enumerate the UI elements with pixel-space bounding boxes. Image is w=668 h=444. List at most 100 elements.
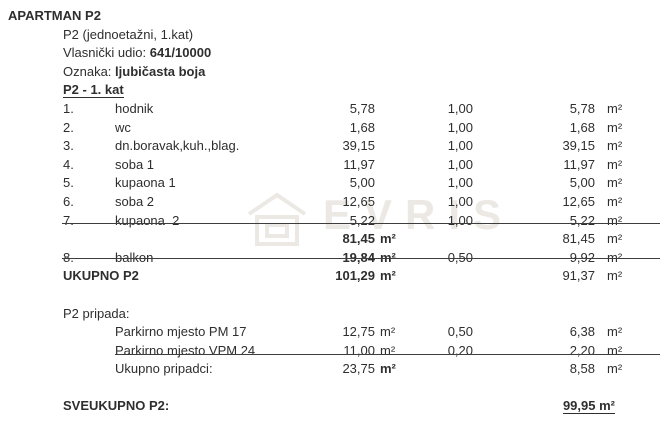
area-unit: m² xyxy=(380,324,396,340)
coefficient-value: 1,00 xyxy=(447,100,473,116)
total-area-value: 101,29 xyxy=(335,268,375,284)
room-name: dn.boravak,kuh.,blag. xyxy=(115,138,240,154)
house-logo-icon xyxy=(245,190,309,248)
mark-value: ljubičasta boja xyxy=(115,63,206,79)
balcony-row: 8. balkon 19,84 m² 0,50 9,92 m² xyxy=(63,249,668,268)
room-name: wc xyxy=(115,119,131,135)
unit-label: m² xyxy=(607,212,623,228)
room-name: kupaona 1 xyxy=(115,175,176,191)
subtotal-area-unit: m² xyxy=(380,231,396,247)
room-row: 5. kupaona 1 5,00 1,00 5,00 m² xyxy=(63,174,668,193)
room-number: 7. xyxy=(63,212,74,228)
ownership-share-value: 641/10000 xyxy=(149,45,212,61)
area-value: 11,00 xyxy=(343,342,375,358)
unit-label: m² xyxy=(607,119,623,135)
subtotal-reduced-value: 81,45 xyxy=(562,231,595,247)
apartment-total-row: UKUPNO P2 101,29 m² 91,37 m² xyxy=(63,267,668,286)
reduced-area-value: 5,78 xyxy=(569,100,595,116)
coefficient-value: 1,00 xyxy=(447,119,473,135)
unit-label: m² xyxy=(607,156,623,172)
reduced-area-value: 1,68 xyxy=(569,119,595,135)
area-value: 5,78 xyxy=(349,100,375,116)
unit-label: m² xyxy=(607,138,623,154)
room-row: 6. soba 2 12,65 1,00 12,65 m² xyxy=(63,193,668,212)
room-row: 7. kupaona 2 5,22 1,00 5,22 m² xyxy=(63,212,668,231)
unit-label: m² xyxy=(607,324,623,340)
room-number: 4. xyxy=(63,156,74,172)
room-number: 2. xyxy=(63,119,74,135)
room-row: 1. hodnik 5,78 1,00 5,78 m² xyxy=(63,100,668,119)
belongings-subtotal-area: 23,75 xyxy=(342,361,375,377)
divider-under-rooms xyxy=(62,223,660,225)
belongings-subtotal-row: Ukupno pripadci: 23,75 m² 8,58 m² xyxy=(63,360,668,379)
unit-label: m² xyxy=(607,231,623,247)
area-unit xyxy=(375,212,400,231)
room-name: hodnik xyxy=(115,100,154,116)
reduced-area-value: 2,20 xyxy=(569,342,595,358)
mark-label: Oznaka: xyxy=(63,63,116,79)
area-value: 5,00 xyxy=(349,175,375,191)
reduced-area-value: 11,97 xyxy=(563,156,595,172)
parking-name: Parkirno mjesto VPM 24 xyxy=(115,342,256,358)
unit-label: m² xyxy=(607,361,623,377)
room-row: 2. wc 1,68 1,00 1,68 m² xyxy=(63,119,668,138)
area-unit xyxy=(375,174,400,193)
coefficient-value: 1,00 xyxy=(447,212,473,228)
ownership-share-line: Vlasnički udio: 641/10000 xyxy=(63,44,668,63)
room-name: balkon xyxy=(115,249,295,268)
room-row: 4. soba 1 11,97 1,00 11,97 m² xyxy=(63,156,668,175)
floor-subtotal-row: 81,45 m² 81,45 m² xyxy=(63,230,668,249)
unit-label: m² xyxy=(607,342,623,358)
area-unit xyxy=(375,119,400,138)
grand-total-label: SVEUKUPNO P2: xyxy=(63,398,170,414)
reduced-area-value: 9,92 xyxy=(473,249,595,268)
reduced-area-value: 5,22 xyxy=(569,212,595,228)
coefficient-value: 1,00 xyxy=(447,138,473,154)
subtotal-area-value: 81,45 xyxy=(342,231,375,247)
area-unit xyxy=(375,156,400,175)
area-unit: m² xyxy=(380,342,396,358)
coefficient-value: 1,00 xyxy=(447,175,473,191)
reduced-area-value: 6,38 xyxy=(569,324,595,340)
area-value: 12,65 xyxy=(342,193,375,209)
grand-total-value: 99,95 m² xyxy=(562,398,615,415)
room-number: 1. xyxy=(63,100,74,116)
parking-name: Parkirno mjesto PM 17 xyxy=(115,324,247,340)
room-name: soba 1 xyxy=(115,156,155,172)
ownership-share-label: Vlasnički udio: xyxy=(63,45,150,61)
apartment-total-label: UKUPNO P2 xyxy=(63,268,139,284)
coefficient-value: 0,50 xyxy=(400,249,473,268)
unit-label: m² xyxy=(607,193,623,209)
room-number: 6. xyxy=(63,193,74,209)
area-value: 5,22 xyxy=(349,212,375,228)
area-unit xyxy=(375,137,400,156)
reduced-area-value: 12,65 xyxy=(562,193,595,209)
divider-under-balcony xyxy=(62,258,660,260)
total-reduced-value: 91,37 xyxy=(562,268,595,284)
parking-row: Parkirno mjesto PM 17 12,75 m² 0,50 6,38… xyxy=(63,323,668,342)
area-value: 11,97 xyxy=(343,156,375,172)
total-area-unit: m² xyxy=(380,268,396,284)
grand-total-value-cell: 99,95 m² xyxy=(473,397,660,416)
floor-section-heading-line: P2 - 1. kat xyxy=(63,81,668,100)
apartment-subtitle: P2 (jednoetažni, 1.kat) xyxy=(63,26,194,42)
room-number: 3. xyxy=(63,138,74,154)
unit-label: m² xyxy=(607,268,623,284)
coefficient-value: 1,00 xyxy=(447,193,473,209)
mark-line: Oznaka: ljubičasta boja xyxy=(63,63,668,82)
coefficient-value: 0,50 xyxy=(447,324,473,340)
area-unit xyxy=(375,100,400,119)
area-value: 12,75 xyxy=(342,324,375,340)
room-row: 3. dn.boravak,kuh.,blag. 39,15 1,00 39,1… xyxy=(63,137,668,156)
area-value: 39,15 xyxy=(342,138,375,154)
belongings-subtotal-area-unit: m² xyxy=(380,361,396,377)
unit-label: m² xyxy=(595,249,660,268)
parking-row: Parkirno mjesto VPM 24 11,00 m² 0,20 2,2… xyxy=(63,342,668,361)
belongings-heading: P2 pripada: xyxy=(63,305,130,321)
section-gap xyxy=(0,379,668,398)
watermark: EVRIS xyxy=(245,190,514,248)
room-number: 5. xyxy=(63,175,74,191)
room-name: kupaona 2 xyxy=(115,212,180,228)
divider-under-parking xyxy=(115,354,660,356)
